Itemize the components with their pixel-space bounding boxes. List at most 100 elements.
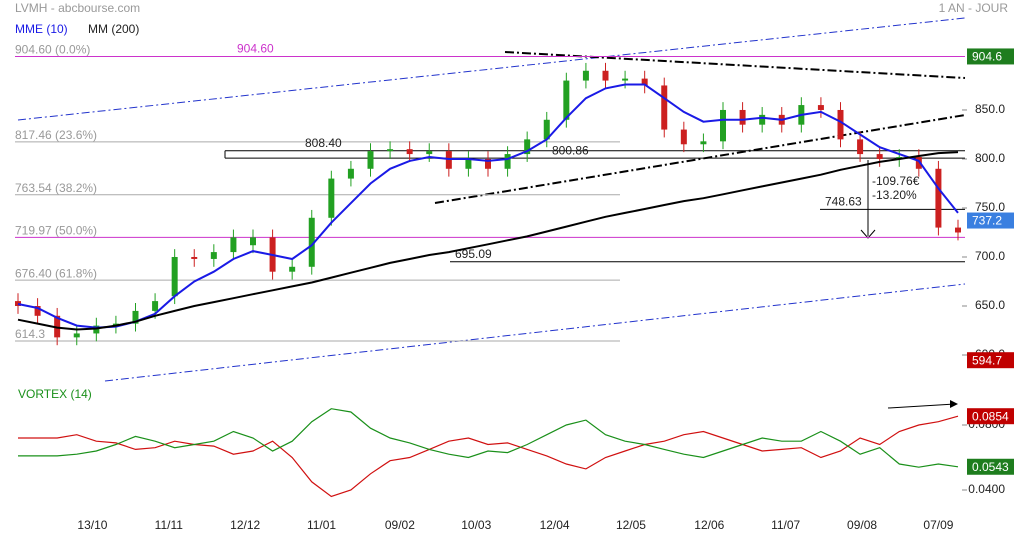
candle-body: [15, 301, 21, 306]
y-tick-label: 800.0: [975, 151, 1005, 165]
candle-body: [700, 141, 707, 145]
arrow: [887, 403, 956, 409]
y-tick-label: 650.0: [975, 298, 1005, 312]
channel-line: [104, 283, 966, 382]
candle-body: [817, 105, 824, 110]
price-box: [967, 458, 1014, 475]
fib-label: 763.54 (38.2%): [15, 181, 97, 195]
fib-label: 719.97 (50.0%): [15, 224, 97, 238]
x-tick-label: 12/04: [540, 518, 570, 532]
candle-body: [347, 168, 354, 179]
chart-subtitle: 1 AN - JOUR: [939, 1, 1009, 15]
candle-body: [955, 227, 961, 233]
candle-body: [387, 149, 394, 152]
candle-body: [837, 109, 844, 140]
series-line: [17, 151, 959, 331]
candle-body: [524, 139, 531, 155]
x-tick-label: 12/06: [694, 518, 724, 532]
candle-body: [289, 266, 296, 272]
fib-label: 817.46 (23.6%): [15, 128, 97, 142]
price-box-label: 0.0854: [972, 409, 1009, 423]
chart-title: LVMH - abcbourse.com: [15, 1, 140, 15]
price-box-label: 737.2: [972, 214, 1002, 228]
trend-line: [434, 114, 966, 204]
candle-body: [426, 151, 433, 155]
level-label: 695.09: [455, 247, 492, 261]
candle-body: [739, 109, 746, 125]
x-tick-label: 09/02: [385, 518, 415, 532]
candle-body: [465, 158, 472, 169]
x-tick-label: 11/11: [155, 518, 184, 532]
x-tick-label: 13/10: [77, 518, 107, 532]
arrow-head: [860, 229, 876, 239]
y-tick-label: 0.0400: [968, 482, 1005, 496]
candle-body: [857, 139, 864, 155]
candle-body: [680, 129, 687, 145]
candle-body: [93, 325, 100, 334]
fib-label: 676.40 (61.8%): [15, 266, 97, 280]
candle-body: [935, 168, 942, 228]
annotation: -13.20%: [872, 188, 917, 202]
level-label: 800.86: [552, 143, 589, 157]
legend-entry: MM (200): [88, 22, 139, 36]
x-tick-label: 11/07: [771, 518, 800, 532]
arrow-head: [950, 400, 958, 408]
series-line: [17, 83, 959, 329]
candle-body: [132, 310, 139, 324]
candle-body: [191, 256, 198, 259]
candle-body: [210, 252, 217, 259]
candle-body: [406, 149, 413, 155]
y-tick-label: 700.0: [975, 249, 1005, 263]
y-tick-label: 850.0: [975, 102, 1005, 116]
channel-line: [17, 17, 966, 121]
candle-body: [759, 114, 766, 125]
candle-body: [73, 333, 80, 338]
fib-label: 614.3: [15, 327, 45, 341]
panel-title: VORTEX (14): [18, 387, 92, 401]
candle-body: [622, 78, 629, 81]
candle-body: [915, 157, 922, 169]
fib-label: 904.60 (0.0%): [15, 43, 90, 57]
candle-body: [876, 154, 883, 159]
level-label: 808.40: [305, 136, 342, 150]
y-tick-label: 750.0: [975, 200, 1005, 214]
candle-body: [602, 70, 609, 81]
candle-body: [543, 119, 550, 140]
annotation: -109.76€: [872, 174, 920, 188]
price-box-label: 904.6: [972, 50, 1002, 64]
legend-entry: MME (10): [15, 22, 68, 36]
candle-body: [641, 78, 648, 86]
candle-body: [720, 109, 726, 142]
price-box-label: 0.0543: [972, 460, 1009, 474]
x-tick-label: 09/08: [847, 518, 877, 532]
level-label: 748.63: [825, 195, 862, 209]
candle-body: [563, 80, 570, 120]
candle-body: [367, 151, 374, 169]
candle-body: [328, 178, 335, 218]
candle-body: [171, 256, 178, 297]
candle-body: [250, 237, 256, 246]
candle-body: [485, 158, 491, 169]
x-tick-label: 07/09: [923, 518, 953, 532]
candle-body: [230, 237, 237, 253]
candle-body: [308, 217, 315, 267]
x-tick-label: 11/01: [307, 518, 336, 532]
price-box: [967, 352, 1014, 369]
price-box: [967, 212, 1014, 229]
x-tick-label: 12/05: [616, 518, 646, 532]
price-box: [967, 408, 1014, 425]
series-line: [18, 408, 959, 468]
candle-body: [34, 305, 41, 316]
series-line: [18, 415, 959, 498]
candle-body: [582, 70, 589, 81]
candle-body: [152, 301, 159, 311]
candle-body: [504, 154, 511, 169]
high-label: 904.60: [237, 42, 274, 56]
x-tick-label: 12/12: [230, 518, 260, 532]
price-box: [967, 48, 1014, 65]
x-tick-label: 10/03: [461, 518, 491, 532]
price-box-label: 594.7: [972, 353, 1002, 367]
candle-body: [661, 85, 668, 130]
